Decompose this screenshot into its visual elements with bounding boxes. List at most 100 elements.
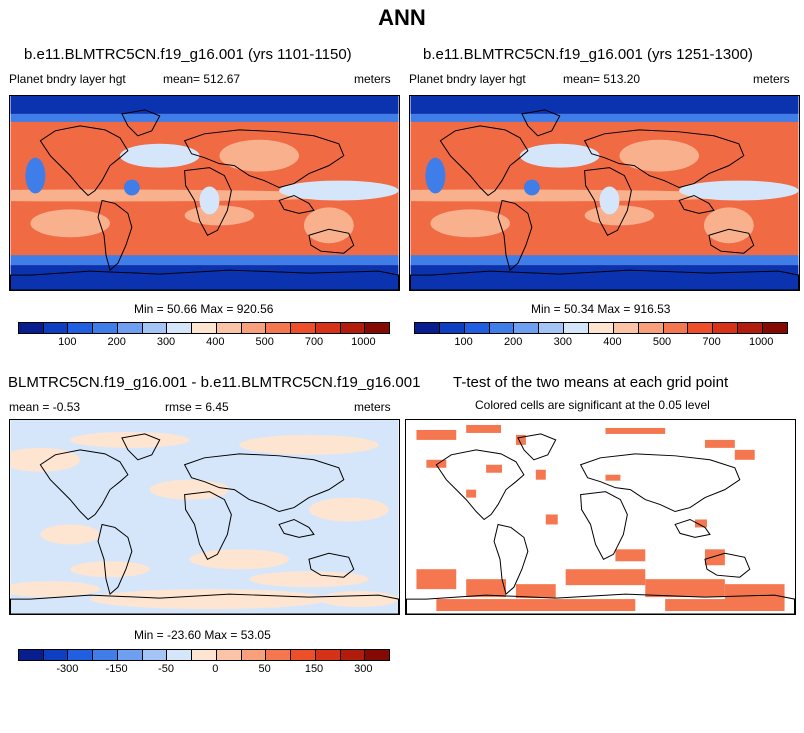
panel1-title: b.e11.BLMTRC5CN.f19_g16.001 (yrs 1101-11… bbox=[24, 46, 352, 63]
colorbar-tick-label: 300 bbox=[354, 663, 373, 675]
colorbar-swatch bbox=[539, 323, 565, 333]
colorbar-swatch bbox=[365, 323, 390, 333]
panel4-map bbox=[405, 419, 796, 615]
colorbar-swatch bbox=[192, 650, 217, 660]
panel3-colorbar bbox=[18, 649, 390, 661]
colorbar-tick-label: 400 bbox=[206, 336, 225, 348]
colorbar-swatch bbox=[167, 323, 193, 333]
colorbar-swatch bbox=[415, 323, 440, 333]
diff-blob bbox=[10, 581, 101, 598]
panel1-variable: Planet bndry layer hgt bbox=[9, 72, 126, 86]
field-band bbox=[410, 255, 799, 266]
field-blob bbox=[10, 189, 359, 202]
coastline bbox=[579, 453, 741, 513]
coastline bbox=[410, 269, 799, 290]
significant-cells bbox=[486, 464, 503, 473]
colorbar-swatch bbox=[589, 323, 614, 333]
panel1-map bbox=[9, 95, 400, 291]
colorbar-swatch bbox=[266, 650, 292, 660]
colorbar-swatch bbox=[68, 323, 94, 333]
colorbar-swatch bbox=[489, 323, 515, 333]
colorbar-tick-label: 100 bbox=[454, 336, 473, 348]
colorbar-swatch bbox=[216, 323, 242, 333]
field-blob bbox=[425, 157, 446, 194]
coastline bbox=[10, 593, 399, 614]
panel1-minmax: Min = 50.66 Max = 920.56 bbox=[134, 302, 274, 316]
significant-cells bbox=[724, 584, 785, 603]
significant-cells bbox=[436, 599, 636, 612]
diff-blob bbox=[318, 591, 399, 608]
colorbar-swatch bbox=[713, 323, 739, 333]
panel2-title: b.e11.BLMTRC5CN.f19_g16.001 (yrs 1251-13… bbox=[423, 46, 753, 63]
coastline bbox=[308, 228, 355, 254]
coastline bbox=[580, 491, 628, 560]
coastline bbox=[678, 194, 715, 214]
coastline bbox=[517, 433, 557, 461]
significant-cells bbox=[416, 429, 457, 440]
panel3-units: meters bbox=[354, 400, 391, 414]
significant-cells bbox=[704, 439, 735, 448]
field-band bbox=[10, 265, 399, 290]
colorbar-swatch bbox=[43, 650, 69, 660]
field-band bbox=[410, 113, 799, 122]
diff-blob bbox=[189, 549, 290, 570]
colorbar-swatch bbox=[93, 650, 118, 660]
panel4-title: T-test of the two means at each grid poi… bbox=[453, 374, 729, 391]
coastline bbox=[435, 449, 525, 521]
significant-cells bbox=[605, 427, 666, 434]
colorbar-tick-label: 50 bbox=[258, 663, 271, 675]
panel4-subtitle: Colored cells are significant at the 0.0… bbox=[475, 398, 710, 412]
panel2-minmax: Min = 50.34 Max = 916.53 bbox=[531, 302, 671, 316]
diff-blob bbox=[239, 434, 379, 455]
significant-cells bbox=[645, 579, 725, 598]
colorbar-swatch bbox=[439, 323, 465, 333]
field-blob bbox=[679, 180, 799, 201]
colorbar-swatch bbox=[315, 323, 341, 333]
field-blob bbox=[703, 207, 754, 244]
colorbar-tick-label: 150 bbox=[304, 663, 324, 675]
coastline bbox=[704, 552, 751, 578]
colorbar-swatch bbox=[340, 323, 366, 333]
coastline bbox=[497, 199, 533, 272]
field-blob bbox=[519, 143, 600, 168]
colorbar-swatch bbox=[167, 650, 193, 660]
field-band bbox=[410, 265, 799, 290]
significant-cells bbox=[665, 599, 785, 612]
colorbar-swatch bbox=[464, 323, 490, 333]
colorbar-tick-label: -150 bbox=[105, 663, 128, 675]
colorbar-swatch bbox=[688, 323, 714, 333]
colorbar-tick-label: 400 bbox=[603, 336, 622, 348]
coastline bbox=[278, 194, 315, 214]
coastline bbox=[439, 125, 529, 197]
colorbar-swatch bbox=[142, 650, 168, 660]
colorbar-swatch bbox=[638, 323, 664, 333]
colorbar-tick-label: 300 bbox=[553, 336, 572, 348]
panel1-colorbar bbox=[18, 322, 390, 334]
field-band bbox=[410, 96, 799, 114]
diff-blob bbox=[70, 561, 150, 578]
diff-blob bbox=[90, 589, 329, 610]
colorbar-tick-label: 300 bbox=[156, 336, 176, 348]
significant-cells bbox=[535, 469, 546, 480]
coastline bbox=[183, 453, 345, 513]
significant-cells bbox=[426, 459, 447, 468]
colorbar-swatch bbox=[241, 323, 267, 333]
colorbar-swatch bbox=[564, 323, 590, 333]
colorbar-tick-label: -300 bbox=[56, 663, 79, 675]
significant-cells bbox=[605, 474, 621, 481]
significant-cells bbox=[615, 549, 646, 562]
coastline bbox=[278, 518, 315, 538]
colorbar-tick-label: 700 bbox=[702, 336, 721, 348]
colorbar-swatch bbox=[117, 323, 143, 333]
panel1-mean: mean= 512.67 bbox=[163, 72, 241, 86]
colorbar-swatch bbox=[68, 650, 94, 660]
field-blob bbox=[303, 207, 354, 244]
field-blob bbox=[599, 186, 620, 215]
colorbar-tick-label: 100 bbox=[58, 336, 77, 348]
significant-cells bbox=[416, 569, 457, 590]
colorbar-swatch bbox=[291, 650, 316, 660]
panel3-mean: mean = -0.53 bbox=[9, 400, 81, 414]
significant-cells bbox=[466, 489, 477, 498]
field-band bbox=[10, 113, 399, 122]
colorbar-swatch bbox=[663, 323, 689, 333]
